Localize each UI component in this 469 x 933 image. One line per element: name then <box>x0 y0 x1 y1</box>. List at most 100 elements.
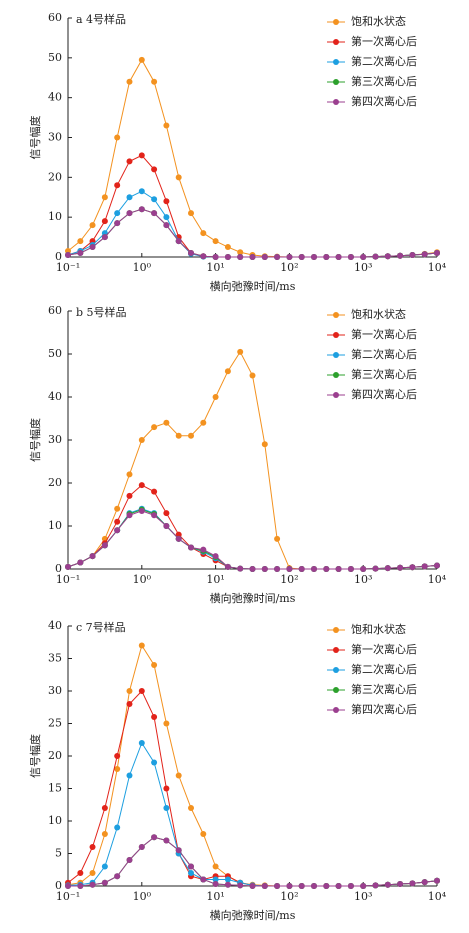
data-point <box>175 772 182 779</box>
y-tick-label: 60 <box>48 11 62 24</box>
data-point <box>151 714 158 720</box>
y-tick-label: 30 <box>48 684 62 697</box>
x-axis-label: 横向弛豫时间/ms <box>210 591 296 605</box>
data-point <box>372 882 379 889</box>
legend-marker <box>333 39 339 45</box>
data-point <box>138 188 145 195</box>
data-point <box>114 766 121 772</box>
data-point <box>274 566 281 572</box>
data-point <box>249 566 256 572</box>
data-point <box>188 863 195 870</box>
data-point <box>126 492 133 499</box>
y-tick-label: 20 <box>48 476 62 489</box>
x-tick-label: 10² <box>280 890 298 903</box>
legend-marker <box>333 647 339 653</box>
data-point <box>138 437 145 443</box>
x-tick-label: 10² <box>280 573 298 586</box>
data-point <box>212 394 219 400</box>
data-point <box>89 244 96 251</box>
panel-title: a 4号样品 <box>76 12 126 26</box>
data-point <box>126 772 133 779</box>
data-point <box>310 883 317 889</box>
legend-marker <box>333 99 339 105</box>
data-point <box>101 879 108 886</box>
data-point <box>286 883 293 889</box>
legend-label: 第二次离心后 <box>351 662 417 676</box>
data-point <box>89 844 96 850</box>
series-line <box>67 509 438 570</box>
data-point <box>360 254 367 260</box>
data-point <box>421 251 428 258</box>
data-point <box>151 512 158 519</box>
data-point <box>237 249 244 256</box>
legend-label: 第四次离心后 <box>351 387 417 401</box>
data-point <box>188 432 195 439</box>
x-tick-label: 10³ <box>354 890 372 903</box>
x-tick-label: 10³ <box>354 573 372 586</box>
data-point <box>151 662 158 668</box>
data-point <box>188 210 195 217</box>
data-point <box>310 566 317 572</box>
x-tick-label: 10¹ <box>206 890 224 903</box>
data-point <box>151 759 158 766</box>
data-point <box>175 174 182 181</box>
data-point <box>261 566 268 572</box>
legend-marker <box>333 707 339 713</box>
data-point <box>101 218 108 225</box>
data-point <box>151 424 158 431</box>
legend-marker <box>333 79 339 85</box>
data-point <box>114 220 121 227</box>
data-point <box>335 883 342 889</box>
data-point <box>323 883 330 889</box>
data-point <box>397 252 404 259</box>
data-point <box>114 210 121 217</box>
data-point <box>175 847 182 854</box>
series-line <box>67 484 438 570</box>
series-line <box>67 190 438 258</box>
data-point <box>89 222 96 229</box>
data-point <box>224 368 231 375</box>
data-point <box>65 252 71 259</box>
data-point <box>347 883 354 889</box>
series-line <box>67 510 438 570</box>
x-tick-label: 10⁻¹ <box>56 573 80 586</box>
data-point <box>126 857 133 863</box>
data-point <box>249 372 256 379</box>
panel-title: b 5号样品 <box>76 305 127 319</box>
data-point <box>249 254 256 260</box>
data-point <box>224 244 231 251</box>
data-point <box>175 238 182 245</box>
data-point <box>224 876 231 883</box>
legend-marker <box>333 312 339 318</box>
data-point <box>138 507 145 514</box>
legend-marker <box>333 372 339 378</box>
y-tick-label: 0 <box>55 562 62 575</box>
y-tick-label: 25 <box>48 717 62 730</box>
data-point <box>114 753 121 759</box>
data-point <box>274 535 281 542</box>
data-point <box>138 56 145 63</box>
legend-marker <box>333 392 339 398</box>
series-line <box>67 690 438 887</box>
data-point <box>77 238 84 245</box>
y-tick-label: 40 <box>48 390 62 403</box>
legend-label: 饱和水状态 <box>351 14 406 28</box>
series-line <box>67 741 438 887</box>
data-point <box>163 122 170 129</box>
data-point <box>151 166 158 173</box>
legend-marker <box>333 19 339 25</box>
legend-label: 第四次离心后 <box>351 702 417 716</box>
y-tick-label: 35 <box>48 652 62 665</box>
y-tick-label: 50 <box>48 347 62 360</box>
data-point <box>397 881 404 888</box>
data-point <box>163 805 170 811</box>
y-tick-label: 20 <box>48 170 62 183</box>
legend-label: 饱和水状态 <box>351 307 406 321</box>
data-point <box>188 250 195 257</box>
panel-title: c 7号样品 <box>76 620 126 634</box>
data-point <box>126 210 133 217</box>
data-point <box>114 518 121 525</box>
data-point <box>434 877 440 884</box>
data-point <box>151 488 158 495</box>
